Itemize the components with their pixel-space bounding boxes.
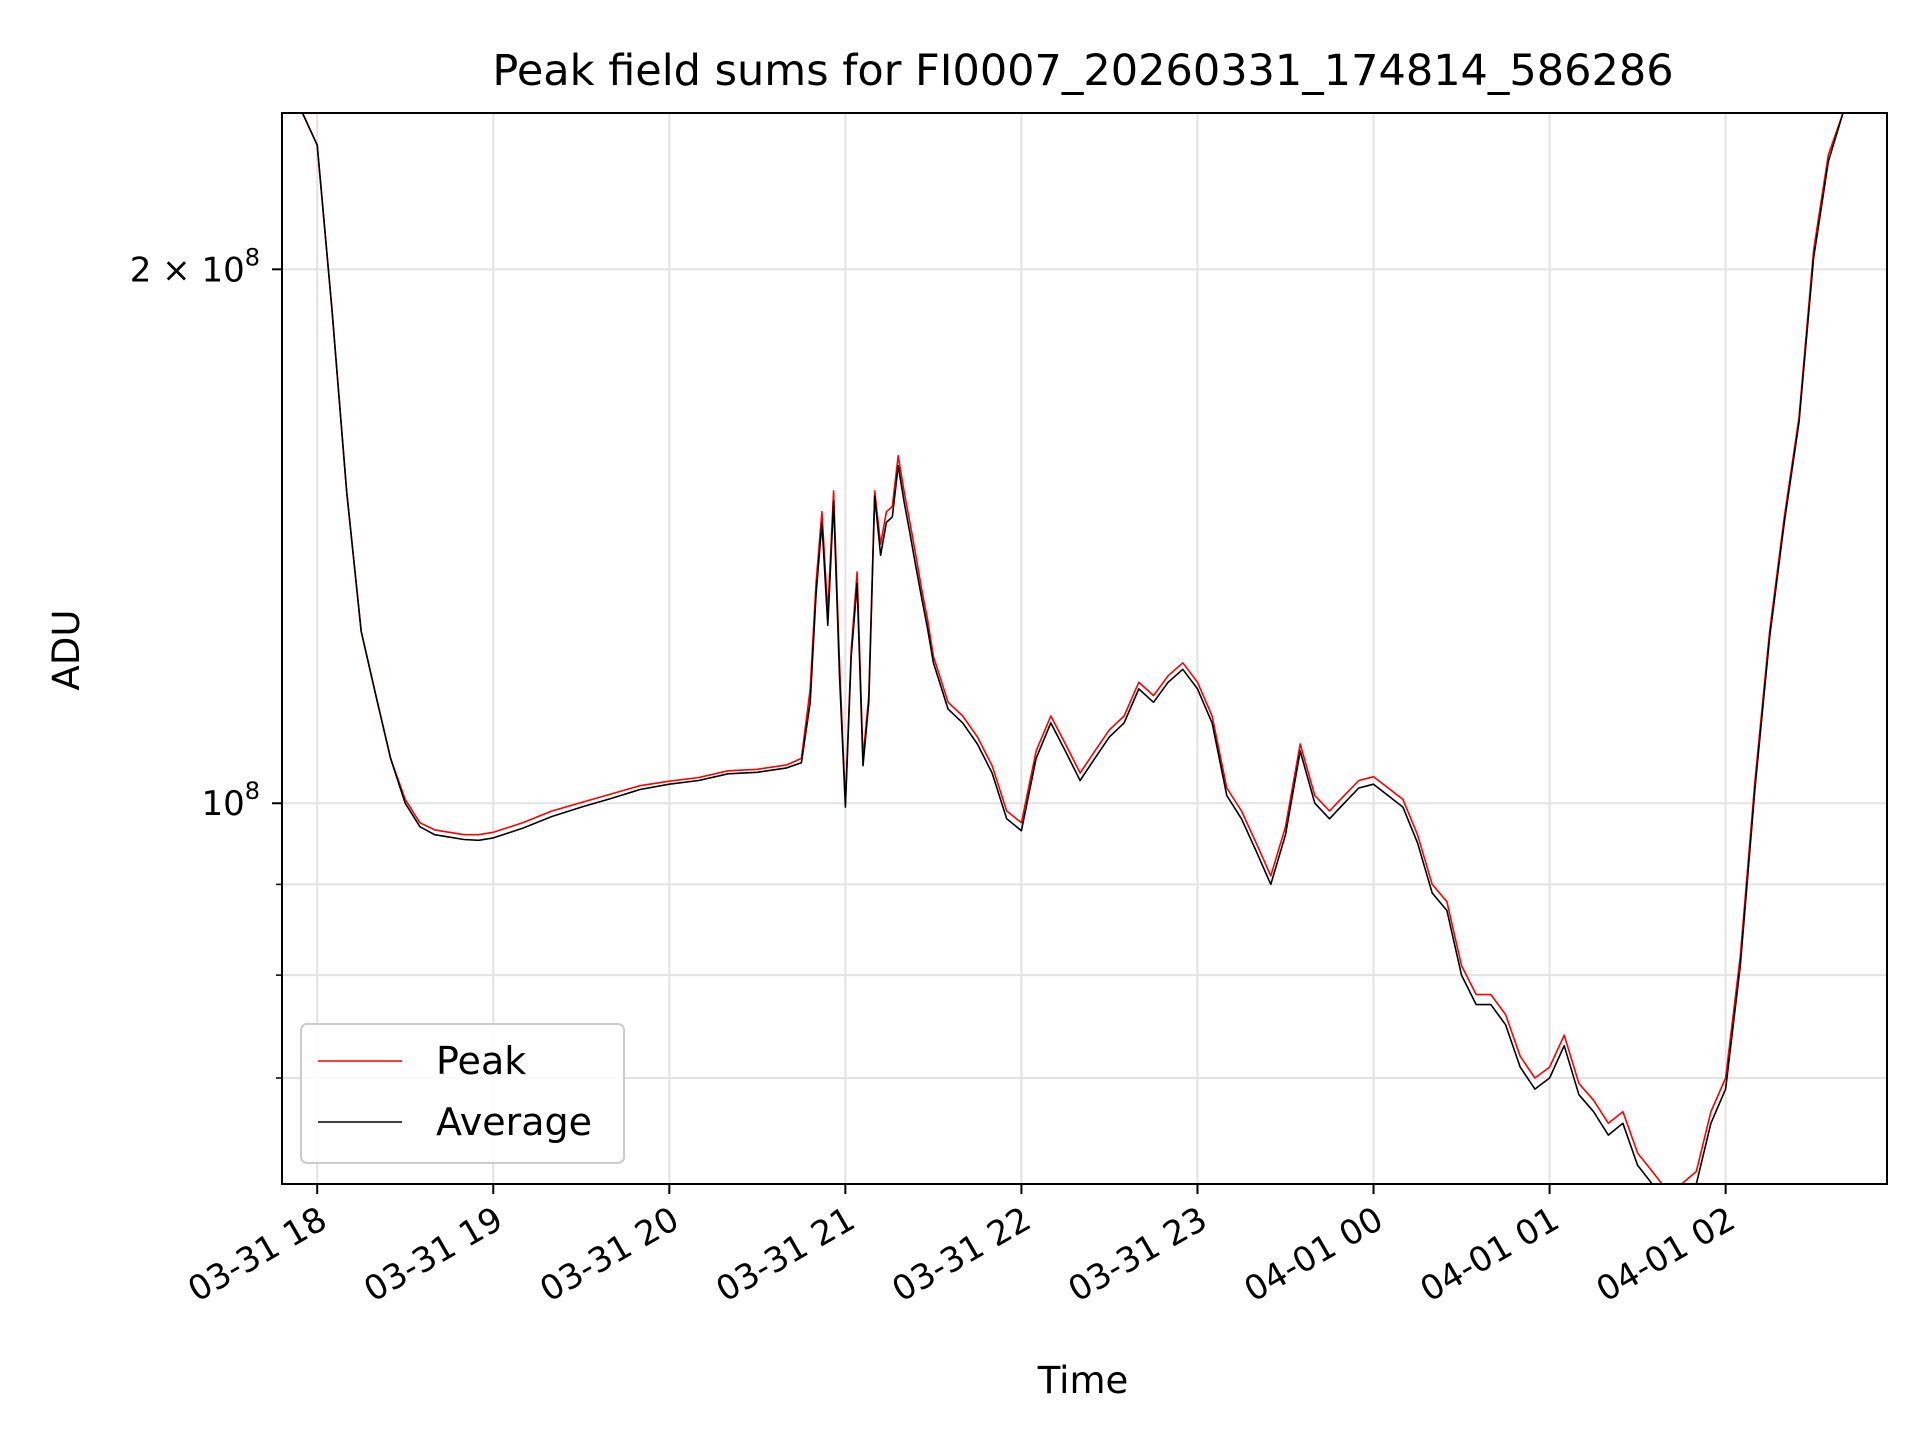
plot-lines — [282, 113, 1887, 1184]
grid — [282, 113, 1887, 1184]
y-axis-ticks: 108 2 × 108 — [130, 243, 282, 1079]
series-line-peak — [282, 113, 1887, 1184]
legend: Peak Average — [300, 1023, 625, 1164]
legend-box — [300, 1023, 625, 1164]
y-tick-label: 2 × 108 — [130, 243, 260, 290]
plot-frame — [281, 112, 1888, 1185]
legend-average-label: Average — [436, 1100, 592, 1144]
chart-title: Peak field sums for FI0007_20260331_1748… — [492, 46, 1673, 96]
x-axis-label: Time — [1037, 1359, 1129, 1402]
y-axis-label: ADU — [45, 610, 88, 691]
series-line-average — [282, 113, 1887, 1184]
legend-peak-label: Peak — [436, 1039, 526, 1083]
y-tick-label: 108 — [201, 777, 260, 824]
